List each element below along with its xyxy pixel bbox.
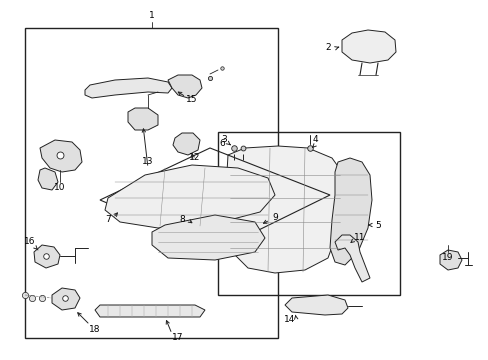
Text: 3: 3 xyxy=(221,135,226,144)
Polygon shape xyxy=(105,165,274,228)
Text: 4: 4 xyxy=(311,135,317,144)
Text: 9: 9 xyxy=(271,213,277,222)
Polygon shape xyxy=(334,235,369,282)
Text: 7: 7 xyxy=(105,216,111,225)
Polygon shape xyxy=(34,245,60,268)
Text: 19: 19 xyxy=(441,253,453,262)
Polygon shape xyxy=(173,133,200,155)
Text: 12: 12 xyxy=(189,153,200,162)
Polygon shape xyxy=(128,108,158,130)
Text: 11: 11 xyxy=(353,234,365,243)
Text: 5: 5 xyxy=(374,220,380,230)
Polygon shape xyxy=(224,146,341,273)
Text: 15: 15 xyxy=(186,95,197,104)
Polygon shape xyxy=(341,30,395,63)
Polygon shape xyxy=(168,75,202,98)
Text: 14: 14 xyxy=(284,315,295,324)
Polygon shape xyxy=(85,78,172,98)
Polygon shape xyxy=(439,250,461,270)
Text: 10: 10 xyxy=(54,184,65,193)
Text: 1: 1 xyxy=(149,10,155,19)
Text: 13: 13 xyxy=(142,158,153,166)
Text: 17: 17 xyxy=(172,333,183,342)
Text: 6: 6 xyxy=(219,139,224,148)
Text: 2: 2 xyxy=(325,44,330,53)
Text: 8: 8 xyxy=(179,216,184,225)
Polygon shape xyxy=(40,140,82,172)
Polygon shape xyxy=(38,168,58,190)
Polygon shape xyxy=(95,305,204,317)
Text: 18: 18 xyxy=(89,325,101,334)
Polygon shape xyxy=(52,288,80,310)
Polygon shape xyxy=(285,295,347,315)
Polygon shape xyxy=(329,158,371,265)
Polygon shape xyxy=(152,215,264,260)
Text: 16: 16 xyxy=(24,238,36,247)
